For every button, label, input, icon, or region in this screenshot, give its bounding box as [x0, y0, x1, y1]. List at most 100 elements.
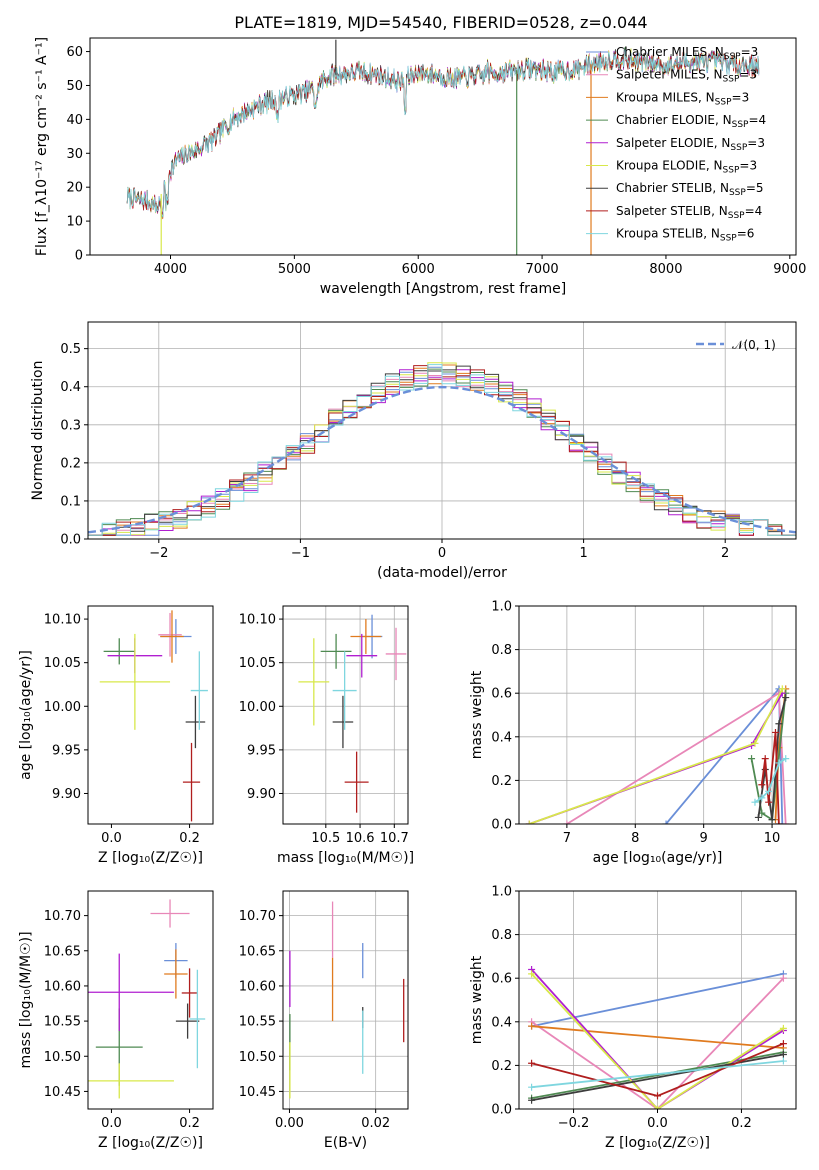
x-tick-label: 0.00: [275, 1116, 304, 1131]
y-tick-label: 10.65: [239, 944, 276, 959]
weight-marker-kroupa-elodie: [779, 1024, 787, 1032]
x-axis-label: Z [log₁₀(Z/Z☉)]: [98, 850, 203, 866]
y-tick-label: 0.4: [491, 730, 512, 745]
y-tick-label: 0.0: [491, 1103, 512, 1118]
mass-vs-metallicity-panel: 0.0 0.2 10.45 10.50 10.55 10.60 10.65 10.70 Z [l…: [18, 890, 214, 1151]
weight-marker-kroupa-elodie: [654, 1105, 661, 1109]
y-tick-label: 0.0: [491, 818, 512, 833]
y-tick-label: 0: [75, 249, 83, 264]
y-tick-label: 9.95: [52, 743, 81, 758]
x-tick-label: 8: [631, 831, 639, 846]
x-axis-label: Z [log₁₀(Z/Z☉)]: [605, 1135, 710, 1151]
legend-label-chabrier-elodie: Chabrier ELODIE, NSSP=4: [616, 113, 766, 130]
weight-marker-kroupa-elodie: [528, 970, 536, 978]
weight-line-salpeter-elodie: [530, 968, 784, 1109]
weight-vs-Z-plot-area: [528, 965, 787, 1109]
y-tick-label: 1.0: [491, 600, 512, 615]
y-axis-label: age [log₁₀(age/yr)]: [18, 650, 34, 780]
legend-label-salpeter-elodie: Salpeter ELODIE, NSSP=3: [616, 136, 765, 153]
weight-line-chabrier-elodie: [531, 1051, 784, 1099]
histogram-kroupa-elodie: [88, 362, 796, 539]
y-tick-label: 10.45: [44, 1085, 81, 1100]
y-tick-label: 10.50: [239, 1050, 276, 1065]
weight-marker-salpeter-stelib: [775, 820, 783, 824]
legend-label-kroupa-stelib: Kroupa STELIB, NSSP=6: [616, 227, 754, 244]
mass-vs-Z-plot-area: [88, 899, 206, 1099]
weight-marker-salpeter-stelib: [765, 798, 773, 806]
x-axis-label: wavelength [Angstrom, rest frame]: [320, 281, 566, 297]
weight-line-kroupa-stelib: [531, 1060, 784, 1089]
x-tick-label: 6000: [402, 262, 435, 277]
x-tick-label: 7000: [526, 262, 559, 277]
axes-frame: [87, 890, 214, 1110]
x-tick-label: 0.2: [731, 1116, 752, 1131]
x-tick-label: 10.7: [380, 831, 409, 846]
y-tick-label: 0.8: [491, 643, 512, 658]
y-tick-label: 20: [66, 181, 83, 196]
weight-line-chabrier-miles: [531, 972, 784, 1028]
weight-line-salpeter-miles: [531, 977, 785, 1109]
weight-marker-kroupa-stelib: [528, 1083, 536, 1091]
weight-marker-kroupa-elodie: [525, 820, 533, 824]
weight-marker-chabrier-miles: [778, 820, 786, 824]
y-axis-label: Flux [f_λ10⁻¹⁷ erg cm⁻² s⁻¹ A⁻¹]: [34, 37, 50, 256]
age-vs-mass-panel: 10.5 10.6 10.7 9.90 9.95 10.00 10.05 10.10 mass …: [239, 605, 414, 866]
weight-marker-salpeter-stelib: [528, 1059, 536, 1067]
y-tick-label: 9.90: [52, 787, 81, 802]
y-tick-label: 10.50: [44, 1050, 81, 1065]
y-tick-label: 10.70: [44, 909, 81, 924]
y-axis-label: mass weight: [469, 670, 485, 759]
weight-marker-kroupa-stelib: [751, 798, 759, 806]
x-tick-label: −0.2: [558, 1116, 590, 1131]
y-tick-label: 0.2: [491, 1059, 512, 1074]
y-tick-label: 10.70: [239, 909, 276, 924]
weight-marker-kroupa-stelib: [775, 759, 783, 767]
axes-frame: [282, 605, 409, 825]
x-tick-label: 4000: [154, 262, 187, 277]
spectrum-line-kroupa-stelib: [126, 49, 760, 218]
weight-marker-chabrier-stelib: [782, 694, 790, 702]
y-tick-label: 0.6: [491, 972, 512, 987]
x-tick-label: 5000: [278, 262, 311, 277]
x-tick-label: 0.02: [361, 1116, 390, 1131]
y-tick-label: 0.6: [491, 687, 512, 702]
y-axis-label: mass [log₁₀(M/M☉)]: [18, 931, 34, 1068]
x-axis-label: Z [log₁₀(Z/Z☉)]: [98, 1135, 203, 1151]
histogram-kroupa-stelib: [88, 364, 796, 539]
age-vs-mass-plot-area: [298, 614, 407, 813]
y-tick-label: 10.10: [44, 613, 81, 628]
y-tick-label: 0.0: [60, 533, 81, 548]
y-tick-label: 10.00: [239, 700, 276, 715]
weight-marker-kroupa-stelib: [758, 794, 766, 802]
weight-line-chabrier-stelib: [531, 1053, 784, 1102]
x-axis-label: mass [log₁₀(M/M☉)]: [277, 850, 414, 866]
y-axis-label: Normed distribution: [30, 361, 46, 501]
weight-marker-chabrier-stelib: [775, 720, 783, 728]
spectrum-plot-area: [126, 39, 760, 255]
weight-marker-kroupa-elodie: [778, 685, 786, 693]
x-tick-label: 0: [438, 546, 446, 561]
weight-marker-salpeter-miles: [563, 820, 571, 824]
weight-marker-chabrier-stelib: [779, 1051, 787, 1058]
x-tick-label: 7: [563, 831, 571, 846]
y-tick-label: 10.60: [239, 979, 276, 994]
x-tick-label: 2: [721, 546, 729, 561]
y-tick-label: 10.10: [239, 613, 276, 628]
y-tick-label: 9.90: [247, 787, 276, 802]
residual-histogram-panel: −2 −1 0 1 2 0.0 0.1 0.2 0.3 0.4 0.5 (data-model)/er…: [30, 321, 797, 581]
axes-frame: [87, 321, 797, 540]
weight-marker-chabrier-stelib: [528, 1096, 536, 1104]
weight-marker-salpeter-stelib: [758, 781, 766, 789]
legend-label-chabrier-stelib: Chabrier STELIB, NSSP=5: [616, 181, 764, 198]
y-tick-label: 10: [66, 215, 83, 230]
x-tick-label: 1: [579, 546, 587, 561]
y-tick-label: 10.55: [239, 1015, 276, 1030]
mass-vs-reddening-panel: 0.00 0.02 10.45 10.50 10.55 10.60 10.65 10.70 E(…: [239, 890, 409, 1151]
spectrum-panel: 4000 5000 6000 7000 8000 9000 0 10 20 30 40 50 60 wav…: [34, 37, 806, 297]
y-tick-label: 0.1: [60, 494, 81, 509]
mass-vs-EBV-plot-area: [289, 901, 405, 1099]
weight-vs-age-panel: 7 8 9 10 0.0 0.2 0.4 0.6 0.8 1.0 age [log₁₀(age/yr…: [469, 600, 797, 866]
y-tick-label: 10.05: [239, 656, 276, 671]
figure-title: PLATE=1819, MJD=54540, FIBERID=0528, z=0…: [234, 13, 647, 32]
